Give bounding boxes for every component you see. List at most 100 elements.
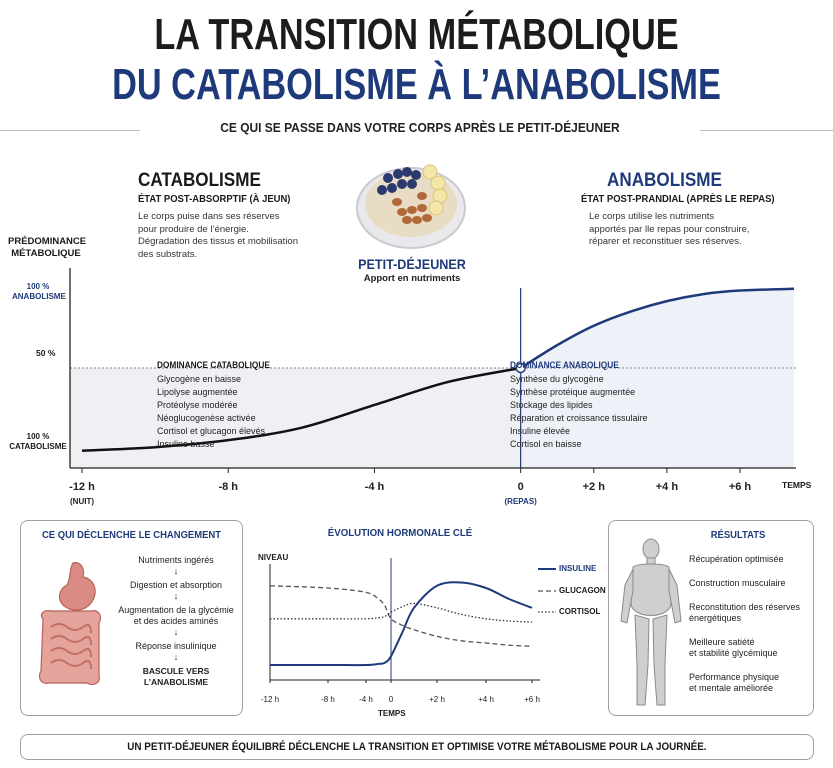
legend-insulin: INSULINE — [559, 564, 597, 573]
y-label-top-line: ANABOLISME — [12, 292, 66, 301]
catabolic-dominance-title: DOMINANCE CATABOLIQUE — [157, 360, 270, 370]
x-tick-label: -8 h — [218, 481, 238, 493]
title-line-1: LA TRANSITION MÉTABOLIQUE — [154, 10, 679, 59]
main-ylabel: PRÉDOMINANCE MÉTABOLIQUE — [8, 236, 87, 260]
catabolic-item: Protéolyse modérée — [157, 400, 238, 410]
results-list: Récupération optimisée Construction musc… — [689, 554, 809, 694]
catabolism-desc-line: pour produire de l’énergie. — [138, 223, 249, 235]
hormone-xlabel: TEMPS — [378, 709, 406, 718]
legend-glucagon: GLUCAGON — [559, 586, 606, 595]
catabolic-item: Glycogène en baisse — [157, 374, 242, 384]
anabolism-desc-line: apportés par lle repas pour construire, — [589, 223, 750, 235]
x-axis-label: TEMPS — [782, 480, 812, 490]
result-item: Meilleure satiété et stabilité glycémiqu… — [689, 637, 778, 658]
anabolic-curve — [520, 287, 795, 370]
results-box: RÉSULTATS Récupération optimisée Constru… — [608, 520, 814, 716]
trigger-step: Réponse insulinique — [135, 641, 217, 651]
x-tick-label: -12 h — [69, 481, 95, 493]
flow-arrow-icon: ↓ — [173, 566, 179, 576]
hormone-tick-label: -12 h — [261, 695, 279, 704]
y-label-mid: 50 % — [36, 348, 56, 358]
anabolism-block: ANABOLISME ÉTAT POST-PRANDIAL (APRÈS LE … — [581, 170, 796, 249]
catabolism-heading: CATABOLISME — [138, 170, 261, 191]
subtitle-band: CE QUI SE PASSE DANS VOTRE CORPS APRÈS L… — [0, 120, 833, 140]
subtitle: CE QUI SE PASSE DANS VOTRE CORPS APRÈS L… — [220, 120, 620, 135]
flow-arrow-icon: ↓ — [173, 627, 179, 637]
anabolic-item: Réparation et croissance tissulaire — [510, 413, 648, 423]
hormone-tick-label: +4 h — [478, 695, 494, 704]
catabolism-desc-line: Dégradation des tissus et mobilisation — [138, 236, 299, 247]
trigger-step: Augmentation de la glycémie et des acide… — [118, 605, 234, 626]
anabolism-description: Le corps utilise les nutriments apportés… — [589, 211, 796, 249]
y-label-bottom-line: 100 % — [26, 432, 50, 441]
trigger-final: BASCULE VERS L’ANABOLISME — [142, 666, 210, 687]
flow-arrow-icon: ↓ — [173, 652, 179, 662]
result-item: Performance physique et mentale amélioré… — [689, 672, 780, 693]
flow-arrow-icon: ↓ — [173, 591, 179, 601]
hormone-ylabel: NIVEAU — [258, 553, 289, 562]
x-tick-sublabel: (NUIT) — [70, 497, 94, 506]
anabolic-area — [520, 288, 794, 468]
insulin-line — [270, 581, 533, 667]
breakfast-sub: Apport en nutriments — [363, 273, 461, 284]
anabolic-item: Insuline élevée — [510, 426, 571, 436]
title-line-2: DU CATABOLISME À L’ANABOLISME — [112, 60, 721, 109]
catabolism-desc-line: Le corps puise dans ses réserves — [138, 211, 280, 222]
main-ylabel-line: MÉTABOLIQUE — [11, 248, 81, 259]
catabolic-curve — [81, 366, 521, 452]
glucagon-line — [269, 585, 533, 647]
y-label-bottom: 100 % CATABOLISME — [8, 432, 68, 452]
subtitle-rule-left — [0, 130, 140, 131]
trigger-step: Nutriments ingérés — [138, 555, 214, 565]
trigger-box: CE QUI DÉCLENCHE LE CHANGEMENT Nutriment… — [20, 520, 243, 716]
x-tick-label: +4 h — [656, 481, 679, 493]
x-tick-label: 0 — [518, 481, 524, 493]
anabolic-item: Synthèse protéique augmentée — [510, 387, 636, 397]
meal-point — [515, 362, 526, 374]
catabolism-description: Le corps puise dans ses réserves pour pr… — [138, 211, 307, 261]
results-box-title: RÉSULTATS — [710, 529, 766, 541]
hormone-tick-label: -8 h — [321, 695, 335, 704]
breakfast-bowl-icon — [356, 164, 466, 249]
human-body-icon — [620, 538, 682, 706]
legend-cortisol: CORTISOL — [559, 607, 601, 616]
catabolic-item: Néoglucogenèse activée — [157, 413, 256, 423]
hormone-tick-label: +2 h — [429, 695, 445, 704]
trigger-box-title: CE QUI DÉCLENCHE LE CHANGEMENT — [41, 529, 222, 541]
catabolic-dominance: DOMINANCE CATABOLIQUE Glycogène en baiss… — [157, 360, 280, 451]
anabolism-state: ÉTAT POST-PRANDIAL (APRÈS LE REPAS) — [581, 193, 775, 205]
anabolism-desc-line: réparer et reconstituer ses réserves. — [589, 236, 742, 247]
catabolism-block: CATABOLISME ÉTAT POST-ABSORPTIF (À JEUN)… — [138, 170, 307, 261]
result-item: Reconstitution des réserves énergétiques — [689, 602, 801, 623]
anabolic-dominance-title: DOMINANCE ANABOLIQUE — [510, 360, 619, 370]
x-tick-label: +6 h — [729, 481, 752, 493]
x-tick-sublabel: (REPAS) — [505, 497, 538, 506]
y-label-top: 100 % ANABOLISME — [12, 282, 66, 302]
catabolism-desc-line: des substrats. — [138, 248, 198, 260]
breakfast-label: PETIT-DÉJEUNER — [358, 256, 466, 272]
x-ticks: -12 h (NUIT) -8 h -4 h 0 (REPAS) +2 h +4 h +6 h — [69, 468, 751, 506]
trigger-step: Digestion et absorption — [129, 580, 223, 590]
result-item: Récupération optimisée — [689, 554, 784, 564]
y-label-bottom-line: CATABOLISME — [9, 442, 67, 451]
catabolism-state: ÉTAT POST-ABSORPTIF (À JEUN) — [138, 193, 291, 205]
hormone-tick-label: +6 h — [524, 695, 540, 704]
hormone-tick-label: -4 h — [359, 695, 373, 704]
main-ylabel-line: PRÉDOMINANCE — [8, 236, 87, 247]
catabolic-item: Insuline basse — [157, 439, 215, 449]
footer-text: UN PETIT-DÉJEUNER ÉQUILIBRÉ DÉCLENCHE LA… — [127, 741, 707, 753]
y-label-top-line: 100 % — [26, 282, 50, 291]
breakfast-block: PETIT-DÉJEUNER Apport en nutriments — [330, 256, 494, 284]
trigger-flow: Nutriments ingérés ↓ Digestion et absorp… — [113, 555, 239, 688]
metabolic-transition-chart: -12 h (NUIT) -8 h -4 h 0 (REPAS) +2 h +4 h +6 h — [69, 268, 796, 506]
hormone-chart-title: ÉVOLUTION HORMONALE CLÉ — [327, 527, 473, 539]
cortisol-line — [269, 602, 533, 623]
anabolism-desc-line: Le corps utilise les nutriments — [589, 211, 715, 222]
x-tick-label: -4 h — [365, 481, 385, 493]
catabolic-item: Lipolyse augmentée — [157, 387, 238, 397]
anabolic-dominance: DOMINANCE ANABOLIQUE Synthèse du glycogè… — [510, 360, 648, 451]
digestive-system-icon — [38, 562, 102, 686]
anabolism-heading: ANABOLISME — [607, 170, 722, 191]
x-tick-label: +2 h — [583, 481, 606, 493]
